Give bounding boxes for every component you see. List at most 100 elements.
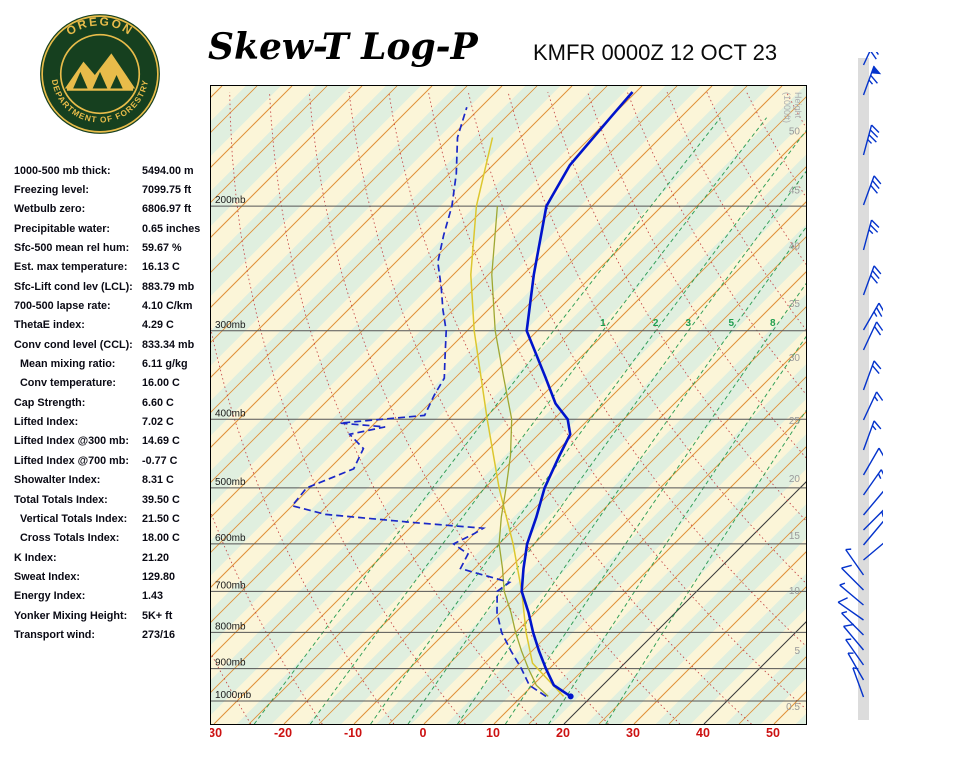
chart-line [353, 271, 806, 724]
chart-line [283, 201, 806, 724]
wind-barb-line [873, 420, 882, 430]
dry-adiabat [547, 91, 806, 522]
chart-line [211, 86, 363, 238]
index-label: Transport wind: [14, 628, 95, 641]
index-value: 21.20 [142, 551, 170, 564]
parcel-trace [470, 137, 565, 697]
wind-barb-line [837, 597, 848, 603]
mixing-ratio-label: 1 [600, 318, 606, 329]
index-label: Lifted Index @700 mb: [14, 454, 129, 467]
wind-barb-line [868, 79, 874, 85]
mixing-ratio-line [548, 335, 806, 724]
pressure-label: 600mb [215, 533, 246, 544]
x-axis-tick: 10 [486, 726, 500, 740]
chart-line [211, 86, 538, 413]
wind-barb-line [871, 270, 880, 280]
pressure-label: 400mb [215, 408, 246, 419]
chart-line [211, 86, 503, 378]
index-value: 4.29 C [142, 319, 174, 332]
height-tick-label: 20 [789, 474, 801, 485]
x-axis-tick: 30 [626, 726, 640, 740]
wind-barb-line [868, 229, 874, 235]
logo-mountain-trees-icon [64, 53, 136, 91]
skewt-plot-svg: 1 2 3 5 8200mb300mb400mb500mb600mb700mb800mb… [211, 86, 806, 724]
index-value: 883.79 mb [142, 280, 195, 293]
index-value: 59.67 % [142, 242, 182, 255]
wind-barb-line [881, 511, 884, 518]
wind-barb-flag [871, 65, 882, 75]
index-label: Sweat Index: [14, 570, 80, 583]
index-row: Conv temperature: 16.00 C [14, 374, 214, 393]
index-row: Lifted Index @300 mb: 14.69 C [14, 432, 214, 451]
chart-line [318, 236, 806, 724]
station-datetime-label: KMFR 0000Z 12 OCT 23 [533, 40, 778, 65]
mixing-ratio-line [457, 226, 806, 724]
wind-barb-line [871, 124, 880, 133]
wind-barb-line [852, 667, 859, 670]
index-value: 273/16 [142, 628, 176, 641]
index-value: 8.31 C [142, 474, 174, 487]
index-label: Sfc-Lift cond lev (LCL): [14, 280, 133, 293]
index-label: Sfc-500 mean rel hum: [14, 242, 130, 255]
chart-line [213, 131, 806, 724]
wind-barb-line [871, 425, 877, 431]
height-tick-label: 10 [789, 586, 801, 597]
x-axis-tick: 0 [419, 726, 427, 740]
chart-line [528, 446, 806, 724]
index-value: 6.60 C [142, 396, 174, 409]
index-label: Cap Strength: [14, 396, 86, 409]
x-axis-tick: 40 [696, 726, 710, 740]
index-value: 5K+ ft [142, 609, 173, 622]
wind-barb-line [852, 667, 865, 698]
index-row: Total Totals Index: 39.50 C [14, 490, 214, 509]
chart-line [493, 411, 806, 724]
height-axis-title-text: (1000ft) [782, 92, 792, 123]
chart-line [211, 86, 468, 343]
wind-barb-line [870, 184, 878, 194]
dry-adiabat [211, 327, 395, 724]
index-value: -0.77 C [142, 454, 178, 467]
dewpoint-trace [290, 106, 547, 698]
wind-barb-line [839, 582, 846, 586]
index-value: 7099.75 ft [142, 184, 192, 197]
index-label: Lifted Index: [14, 416, 79, 429]
chart-line [211, 86, 713, 588]
index-label: Lifted Index @300 mb: [14, 435, 129, 448]
index-row: Cross Totals Index: 18.00 C [14, 529, 214, 548]
chart-line [211, 86, 328, 203]
height-tick-label: 15 [789, 531, 801, 542]
height-tick-label: 30 [789, 353, 801, 364]
wind-barb-line [841, 564, 852, 569]
pressure-label: 900mb [215, 658, 246, 669]
dry-adiabat [587, 91, 806, 459]
index-row: Showalter Index: 8.31 C [14, 471, 214, 490]
index-value: 4.10 C/km [142, 300, 193, 313]
index-label: Vertical Totals Index: [20, 512, 128, 525]
wind-barbs-svg [837, 36, 890, 720]
chart-line [633, 551, 806, 724]
dry-adiabat [348, 91, 681, 724]
wind-barb-line [873, 311, 878, 317]
pressure-label: 800mb [215, 621, 246, 632]
wind-barb-line [867, 139, 873, 144]
chart-line [211, 96, 806, 693]
wind-barb-line [870, 74, 878, 84]
wind-barb-line [837, 601, 864, 621]
wind-barb-line [868, 134, 877, 143]
index-row: K Index: 21.20 [14, 548, 214, 567]
index-label: ThetaE index: [14, 319, 85, 332]
wind-barb-line [871, 180, 880, 190]
dry-adiabat [666, 91, 806, 331]
index-value: 21.50 C [142, 512, 180, 525]
index-row: Conv cond level (CCL): 833.34 mb [14, 335, 214, 354]
wind-barb-line [843, 623, 855, 627]
mixing-ratio-line [253, 117, 721, 724]
dry-adiabat [269, 91, 538, 724]
index-value: 16.13 C [142, 261, 180, 274]
chart-line [773, 691, 806, 724]
wind-barb-line [845, 639, 865, 666]
index-row: Precipitable water: 0.65 inches [14, 219, 214, 238]
height-tick-label: 35 [789, 299, 801, 310]
index-row: Lifted Index: 7.02 C [14, 412, 214, 431]
index-value: 16.00 C [142, 377, 180, 390]
